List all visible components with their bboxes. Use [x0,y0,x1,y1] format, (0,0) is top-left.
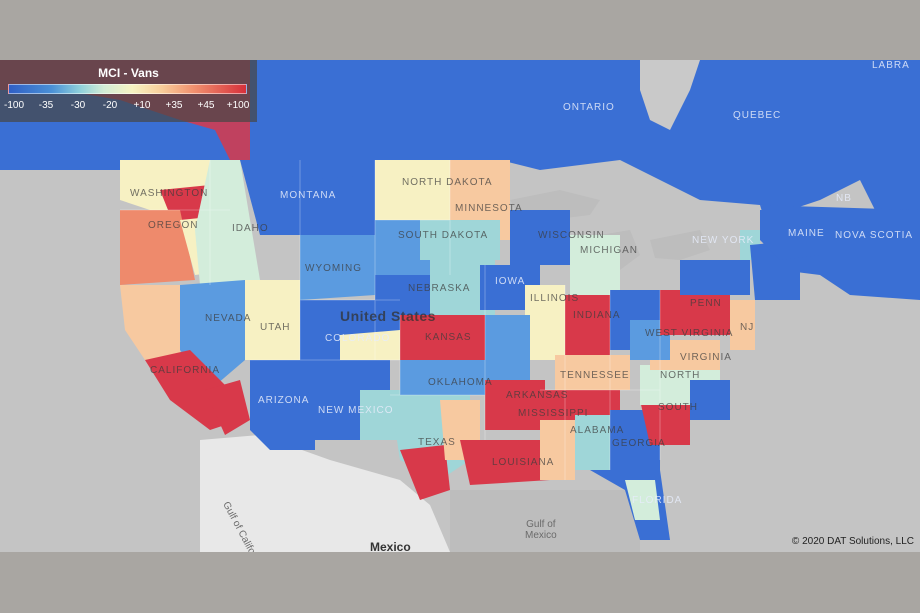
region-colorado-west[interactable] [340,330,400,360]
region-kansas[interactable] [400,315,485,360]
region-louisiana[interactable] [460,440,550,485]
region-maine[interactable] [760,210,820,260]
region-mexico[interactable] [200,435,450,552]
region-california-south[interactable] [205,380,250,435]
legend-tick-label: +100 [226,100,250,111]
legend-tick-label: -30 [70,100,86,111]
region-arkansas[interactable] [485,380,545,430]
region-oklahoma[interactable] [400,360,485,395]
region-utah[interactable] [245,280,300,360]
region-tennessee[interactable] [540,390,620,420]
legend-tick-label: -35 [38,100,54,111]
legend-tick-label: +10 [133,100,151,111]
region-montana-east[interactable] [300,175,375,240]
legend-tick-label: +45 [197,100,215,111]
hudson-bay [640,60,700,130]
legend-color-bar [8,84,247,94]
region-pennsylvania[interactable] [660,290,730,335]
region-indiana[interactable] [565,295,610,360]
us-regions[interactable] [120,160,820,540]
region-wisconsin[interactable] [510,210,570,265]
choropleth-map[interactable] [0,60,920,552]
region-texas-south[interactable] [400,445,450,500]
region-oregon[interactable] [120,210,195,285]
legend-tick-label: -20 [102,100,118,111]
region-illinois[interactable] [525,285,565,360]
region-wyoming[interactable] [300,235,375,300]
region-alabama[interactable] [575,415,615,470]
gulf-of-mexico [450,490,640,552]
region-idaho[interactable] [195,160,260,285]
region-california-north[interactable] [120,285,180,360]
region-arizona[interactable] [250,360,315,450]
region-missouri[interactable] [485,315,530,380]
region-south-carolina[interactable] [640,400,690,445]
region-sd-east[interactable] [420,220,500,260]
region-nc-east[interactable] [690,380,730,420]
legend-tick-label: +35 [165,100,183,111]
legend-tick-label: -100 [3,100,25,111]
copyright-notice: © 2020 DAT Solutions, LLC [791,536,914,547]
region-florida-central[interactable] [625,480,660,520]
legend-title: MCI - Vans [98,66,159,80]
legend: MCI - Vans -100 -35 -30 -20 +10 +35 +45 +100 [0,60,257,122]
region-michigan[interactable] [570,235,620,295]
region-mississippi[interactable] [540,420,575,480]
region-new-jersey[interactable] [730,300,755,350]
state-boundaries [120,160,661,480]
region-new-york[interactable] [680,260,750,295]
region-north-dakota[interactable] [375,160,450,220]
region-kentucky[interactable] [555,355,630,390]
region-nebraska-east[interactable] [430,260,495,320]
map-frame[interactable]: LABRA ONTARIO QUEBEC NB NOVA SCOTIA MAIN… [0,60,920,552]
